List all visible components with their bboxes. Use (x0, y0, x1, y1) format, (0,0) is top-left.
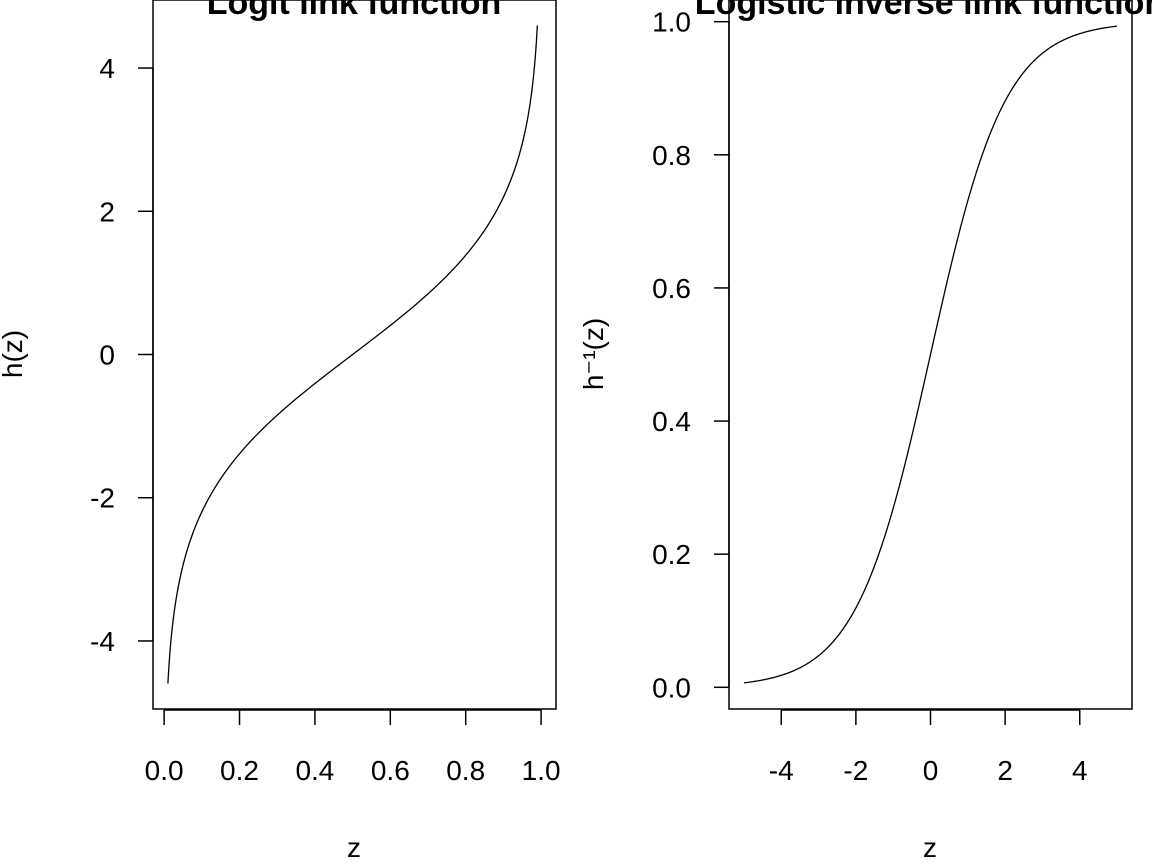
left-x-tick-label: 0.6 (371, 755, 410, 786)
right-y-tick-label: 1.0 (652, 7, 691, 38)
left-y-tick-label: 4 (99, 53, 115, 84)
left-y-tick-label: 2 (99, 196, 115, 227)
right-y-tick-label: 0.6 (652, 273, 691, 304)
left-x-tick-label: 0.0 (145, 755, 184, 786)
right-panel: Logistic inverse link function -4 -2 0 2 4 0… (578, 0, 1152, 863)
left-y-tick-label: -4 (90, 626, 115, 657)
left-y-tick-label: 0 (99, 340, 115, 371)
right-series-line (743, 25, 1118, 684)
right-y-tick-label: 0.8 (652, 140, 691, 171)
left-series-line (167, 25, 538, 684)
left-y-tick-label: -2 (90, 483, 115, 514)
right-x-tick-label: 4 (1072, 755, 1088, 786)
left-panel: Logit link function 0.0 0.2 0.4 0.6 0.8 1.0 -… (0, 0, 561, 863)
left-x-tick-label: 1.0 (522, 755, 561, 786)
right-x-axis: -4 -2 0 2 4 (769, 709, 1088, 786)
right-y-axis: 0.0 0.2 0.4 0.6 0.8 1.0 (652, 7, 730, 703)
left-x-tick-label: 0.8 (446, 755, 485, 786)
right-y-axis-title: h⁻¹(z) (578, 318, 609, 390)
left-y-axis-title: h(z) (0, 330, 28, 378)
right-y-tick-label: 0.2 (652, 539, 691, 570)
right-x-tick-label: -2 (843, 755, 868, 786)
left-y-axis: -4 -2 0 2 4 (90, 53, 154, 657)
left-x-tick-label: 0.4 (295, 755, 334, 786)
left-plot-box (152, 0, 557, 710)
right-x-tick-label: 2 (997, 755, 1013, 786)
left-chart-title: Logit link function (207, 0, 502, 22)
left-x-tick-label: 0.2 (220, 755, 259, 786)
left-x-axis: 0.0 0.2 0.4 0.6 0.8 1.0 (145, 709, 561, 786)
right-chart-title: Logistic inverse link function (695, 0, 1152, 22)
left-x-axis-title: z (347, 832, 361, 863)
right-y-tick-label: 0.4 (652, 406, 691, 437)
right-y-tick-label: 0.0 (652, 672, 691, 703)
right-x-tick-label: 0 (923, 755, 939, 786)
right-x-tick-label: -4 (769, 755, 794, 786)
right-x-axis-title: z (923, 832, 937, 863)
